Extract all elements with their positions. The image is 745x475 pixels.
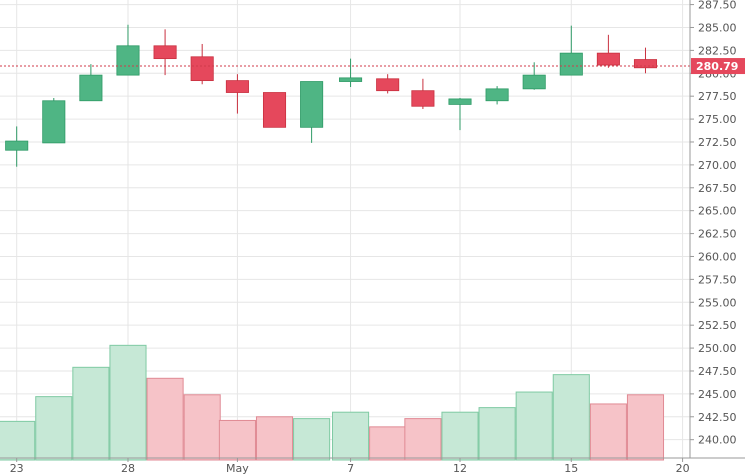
candle-body (79, 74, 103, 102)
volume-bar (626, 394, 665, 461)
candle-body (633, 59, 658, 69)
volume-bar (35, 396, 73, 461)
candle-body (339, 77, 363, 82)
y-gridlines (0, 4, 690, 441)
x-tick-label: May (226, 462, 249, 475)
volume-bar (0, 420, 36, 461)
candle-body (596, 52, 620, 66)
y-tick-label: 287.50 (698, 0, 737, 12)
volume-bar (72, 366, 110, 461)
volume-bar (589, 403, 627, 461)
last-price-tag-background (691, 58, 745, 75)
y-tick-label: 282.50 (698, 44, 737, 57)
candle-body (153, 45, 177, 60)
x-tick-label: 20 (676, 462, 690, 475)
volume-bar (146, 377, 184, 461)
y-tick-label: 265.00 (698, 205, 737, 218)
last-price-tag: 280.79 (691, 58, 745, 75)
volume-bar (552, 374, 590, 461)
x-tick-label: 28 (121, 462, 135, 475)
candle-body (190, 56, 214, 82)
x-tick-label: 15 (564, 462, 578, 475)
candle-body (225, 80, 249, 93)
volume-bar (404, 418, 442, 461)
candle-body (448, 98, 472, 105)
y-tick-label: 262.50 (698, 228, 737, 241)
volume-bar (441, 411, 479, 461)
volume-bar (293, 418, 331, 461)
volume-bar (109, 344, 147, 461)
candle-body (376, 78, 400, 92)
y-axis-tick-labels: 240.00 242.50 245.00 247.50 250.00 252.50 255.… (690, 0, 737, 447)
y-tick-label: 247.50 (698, 365, 737, 378)
y-tick-label: 250.00 (698, 342, 737, 355)
x-axis-tick-labels: 23 28 May 7 12 15 20 (10, 458, 690, 475)
volume-bar (183, 394, 221, 461)
y-tick-label: 275.00 (698, 113, 737, 126)
candle-body (262, 92, 287, 128)
y-tick-label: 277.50 (698, 90, 737, 103)
y-tick-label: 257.50 (698, 273, 737, 286)
volume-bar (255, 416, 294, 461)
y-tick-label: 240.00 (698, 434, 737, 447)
y-tick-label: 255.00 (698, 296, 737, 309)
y-tick-label: 270.00 (698, 159, 737, 172)
y-tick-label: 245.00 (698, 388, 737, 401)
candle-body (300, 81, 324, 128)
candle-body (42, 100, 66, 144)
volume-bars (0, 344, 665, 461)
y-tick-label: 285.00 (698, 21, 737, 34)
y-tick-label: 272.50 (698, 136, 737, 149)
y-tick-label: 260.00 (698, 250, 737, 263)
candle-body (485, 88, 509, 102)
y-tick-label: 267.50 (698, 182, 737, 195)
volume-bar (218, 419, 256, 461)
candles (5, 24, 658, 167)
candle-body (116, 45, 140, 76)
volume-bar (369, 426, 407, 461)
x-tick-label: 12 (453, 462, 467, 475)
x-tick-label: 7 (347, 462, 354, 475)
candle-body (522, 74, 546, 90)
candle-body (411, 90, 435, 107)
candle-body (5, 140, 29, 151)
candle-body (559, 52, 583, 76)
volume-bar (478, 407, 516, 461)
y-tick-label: 252.50 (698, 319, 737, 332)
last-price-value: 280.79 (696, 60, 738, 73)
volume-bar (515, 391, 553, 461)
y-tick-label: 242.50 (698, 411, 737, 424)
volume-bar (332, 411, 370, 461)
x-tick-label: 23 (10, 462, 24, 475)
